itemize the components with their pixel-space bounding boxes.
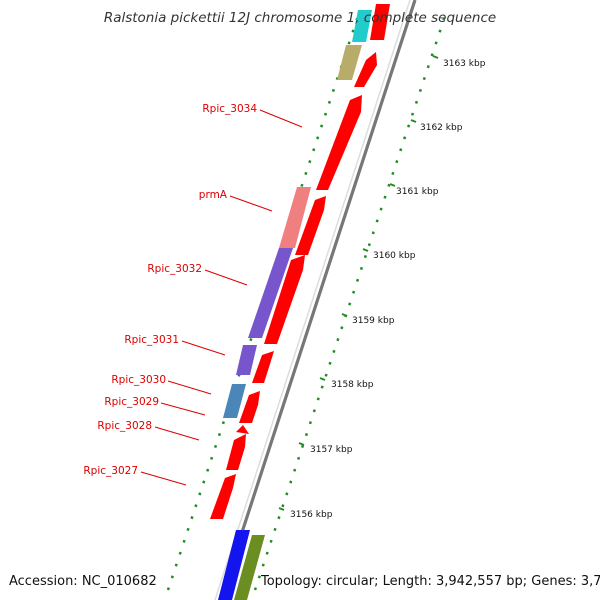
gene-red-arrow-3028 [226,434,246,470]
backbone [218,0,417,600]
tick-label-3161: 3161 kbp [396,187,439,197]
gene-red-arrow-1 [354,52,377,87]
tick-mark-3159 [341,313,348,317]
leader-rpic-3027 [140,471,187,486]
leader-rpic-3029 [160,402,206,416]
label-rpic-3028: Rpic_3028 [97,420,152,432]
gene-rpic-3034-arrow [316,95,362,190]
gene-prmA [279,187,311,248]
gene-rpic-3031 [236,345,257,375]
scale-dots-left [166,9,362,591]
scale-dots-right [253,9,449,591]
tick-label-3163: 3163 kbp [443,59,486,69]
gene-red-arrow-3031 [252,351,274,383]
gene-red-top [370,4,390,40]
tick-mark-3160 [362,248,369,252]
leader-rpic-3034 [259,109,303,128]
gene-red-arrow-prmA [295,196,326,255]
tick-label-3157: 3157 kbp [310,445,353,455]
gene-blue-bottom [218,530,250,600]
tick-mark-3156 [278,507,285,511]
label-prmA: prmA [199,189,228,201]
tick-label-3162: 3162 kbp [420,123,463,133]
tick-mark-3162 [410,119,417,123]
tick-mark-3157 [298,442,305,446]
leader-rpic-3032 [204,269,248,286]
tick-label-3160: 3160 kbp [373,251,416,261]
gene-olive-bottom [234,535,265,600]
tick-label-3159: 3159 kbp [352,316,395,326]
accession-text: Accession: NC_010682 [9,574,157,589]
gene-red-arrow-3030 [239,391,260,423]
label-rpic-3034: Rpic_3034 [202,103,257,115]
leader-rpic-3030 [167,380,212,395]
gene-red-arrow-3029 [236,425,249,434]
label-rpic-3031: Rpic_3031 [124,334,179,346]
tick-label-3156: 3156 kbp [290,510,333,520]
leader-rpic-3031 [181,340,226,356]
label-rpic-3032: Rpic_3032 [147,263,202,275]
gene-rpic-3032 [248,248,293,338]
backbone-highlight [214,0,411,600]
gene-red-arrow-3032 [264,255,305,344]
leader-prmA [229,195,273,212]
tick-mark-3161 [389,183,396,187]
gene-rpic-3030 [223,384,246,418]
label-rpic-3029: Rpic_3029 [104,396,159,408]
tick-mark-3158 [319,377,326,381]
gene-red-arrow-3027 [210,474,236,519]
tick-mark-3163 [432,55,439,59]
page-title: Ralstonia pickettii 12J chromosome 1, co… [103,10,497,26]
topology-text: Topology: circular; Length: 3,942,557 bp… [261,574,600,589]
label-rpic-3027: Rpic_3027 [83,465,138,477]
gene-khaki [337,45,362,80]
tick-label-3158: 3158 kbp [331,380,374,390]
label-rpic-3030: Rpic_3030 [111,374,166,386]
gene-cyan-top [352,10,372,42]
leader-rpic-3028 [154,426,200,441]
